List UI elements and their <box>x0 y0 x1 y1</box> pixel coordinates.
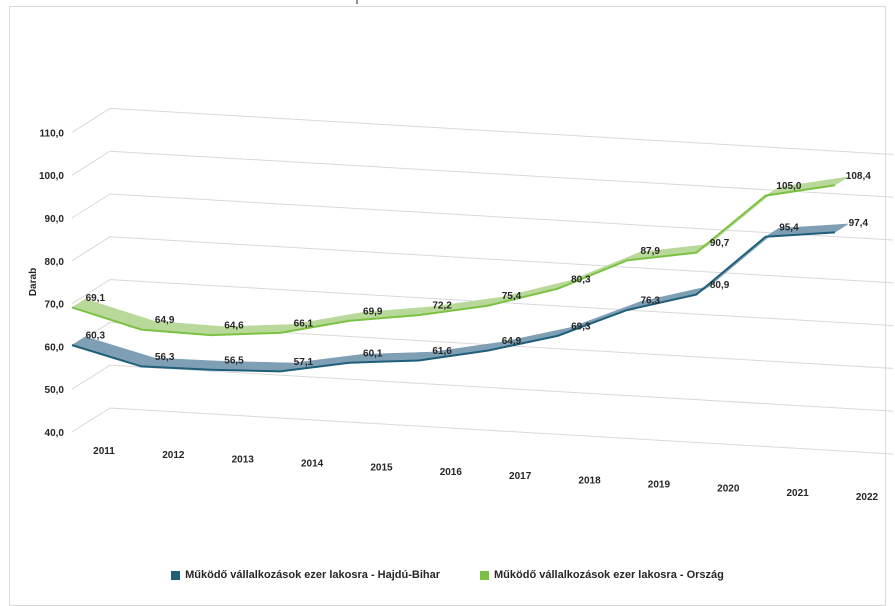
gridline <box>71 193 894 241</box>
series-hajdu-bihar <box>71 223 849 373</box>
gridline <box>71 236 894 284</box>
gridline <box>71 407 894 455</box>
gridline <box>71 364 894 412</box>
series-line <box>71 184 836 337</box>
x-tick-label: 2018 <box>578 475 601 486</box>
y-tick-label: 70,0 <box>45 300 65 311</box>
x-tick-label: 2017 <box>509 471 532 482</box>
series-ribbon-segment <box>349 306 433 322</box>
y-tick-label: 110,0 <box>40 128 65 139</box>
data-label: 87,9 <box>640 246 660 257</box>
series-line <box>71 231 836 373</box>
top-edge-mark <box>356 0 358 4</box>
data-label: 76,3 <box>640 296 660 307</box>
data-label: 69,1 <box>86 293 106 304</box>
y-tick-label: 90,0 <box>45 214 65 225</box>
gridline <box>71 150 894 198</box>
x-tick-label: 2021 <box>787 488 810 499</box>
x-tick-label: 2019 <box>648 479 671 490</box>
data-label: 90,7 <box>710 238 730 249</box>
x-tick-label: 2012 <box>162 450 185 461</box>
series-layer <box>71 176 849 373</box>
legend-item-hajdu-bihar: Működő vállalkozások ezer lakosra - Hajd… <box>171 566 440 584</box>
data-label: 60,3 <box>86 331 106 342</box>
legend-swatch-orszag <box>480 570 490 580</box>
data-label: 60,1 <box>363 348 383 359</box>
data-label: 61,6 <box>432 346 452 357</box>
x-tick-label: 2015 <box>370 463 393 474</box>
data-label: 64,9 <box>502 336 522 347</box>
legend-item-orszag: Működő vállalkozások ezer lakosra - Orsz… <box>480 566 724 584</box>
data-label: 69,9 <box>363 306 383 317</box>
y-tick-label: 50,0 <box>45 385 65 396</box>
data-label: 64,6 <box>224 321 244 332</box>
legend-label-hajdu-bihar: Működő vállalkozások ezer lakosra - Hajd… <box>185 569 441 581</box>
y-axis-ticks: 40,0 50,0 60,0 70,0 80,0 90,0 100,0 110,0 <box>39 128 64 439</box>
data-label: 56,5 <box>224 355 244 366</box>
data-label: 108,4 <box>846 171 871 182</box>
data-label: 72,2 <box>432 301 452 312</box>
data-label: 57,1 <box>294 357 314 368</box>
data-label: 69,3 <box>571 321 591 332</box>
x-tick-label: 2020 <box>717 484 740 495</box>
legend-label-orszag: Működő vállalkozások ezer lakosra - Orsz… <box>494 569 724 581</box>
y-tick-label: 80,0 <box>45 257 65 268</box>
data-label: 80,9 <box>710 280 730 291</box>
data-label: 105,0 <box>776 181 801 192</box>
legend-swatch-hajdu-bihar <box>171 570 181 580</box>
y-tick-label: 100,0 <box>39 171 64 182</box>
data-label: 80,3 <box>571 274 591 285</box>
x-tick-label: 2013 <box>232 454 255 465</box>
x-tick-label: 2022 <box>856 492 879 503</box>
data-label: 75,4 <box>502 291 522 302</box>
series-ribbon-segment <box>71 336 156 367</box>
y-axis-label: Darab <box>28 268 39 296</box>
legend: Működő vállalkozások ezer lakosra - Hajd… <box>0 566 895 584</box>
data-label: 66,1 <box>294 318 314 329</box>
data-label: 56,3 <box>155 352 175 363</box>
x-tick-label: 2011 <box>93 446 115 457</box>
gridlines <box>71 107 894 455</box>
x-axis-ticks: 2011 2012 2013 2014 2015 2016 2017 2018 2019 2020… <box>93 446 878 503</box>
data-labels: 60,3 56,3 56,5 57,1 60,1 61,6 64,9 69,3 76,3 80,9… <box>86 171 872 368</box>
data-label: 64,9 <box>155 315 175 326</box>
y-tick-label: 60,0 <box>45 342 65 353</box>
data-label: 97,4 <box>849 218 869 229</box>
data-label: 95,4 <box>779 222 799 233</box>
x-tick-label: 2016 <box>440 467 463 478</box>
series-ribbon-segment <box>71 298 156 330</box>
series-orszag <box>71 176 849 337</box>
y-tick-label: 40,0 <box>45 428 65 439</box>
gridline <box>71 279 894 327</box>
gridline <box>71 107 894 155</box>
x-tick-label: 2014 <box>301 459 324 470</box>
